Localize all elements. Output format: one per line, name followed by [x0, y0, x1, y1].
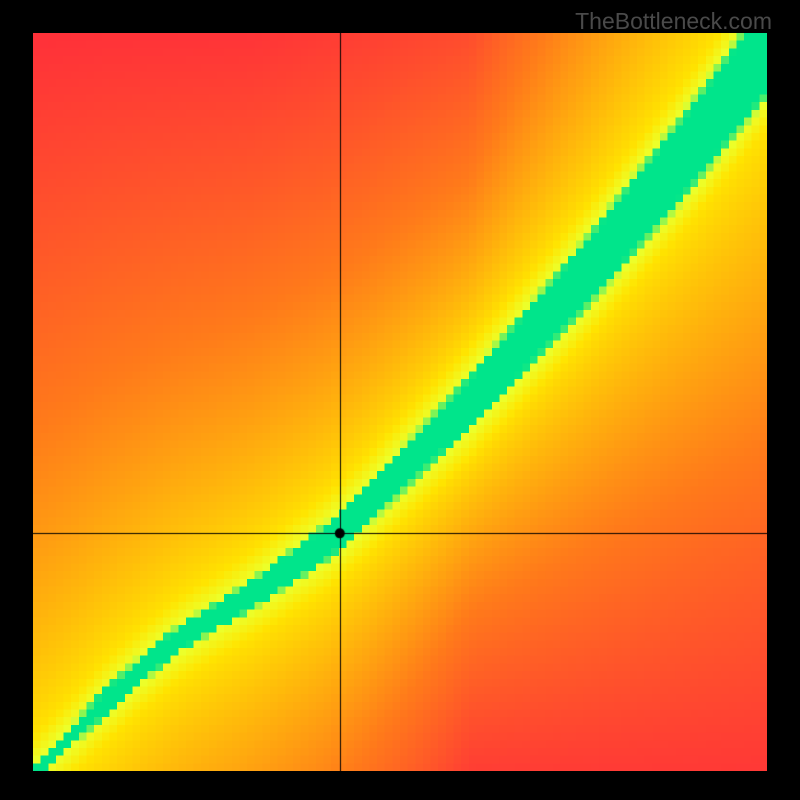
- crosshair-overlay: [33, 33, 767, 771]
- source-watermark: TheBottleneck.com: [575, 8, 772, 35]
- chart-container: { "source_label": "TheBottleneck.com", "…: [0, 0, 800, 800]
